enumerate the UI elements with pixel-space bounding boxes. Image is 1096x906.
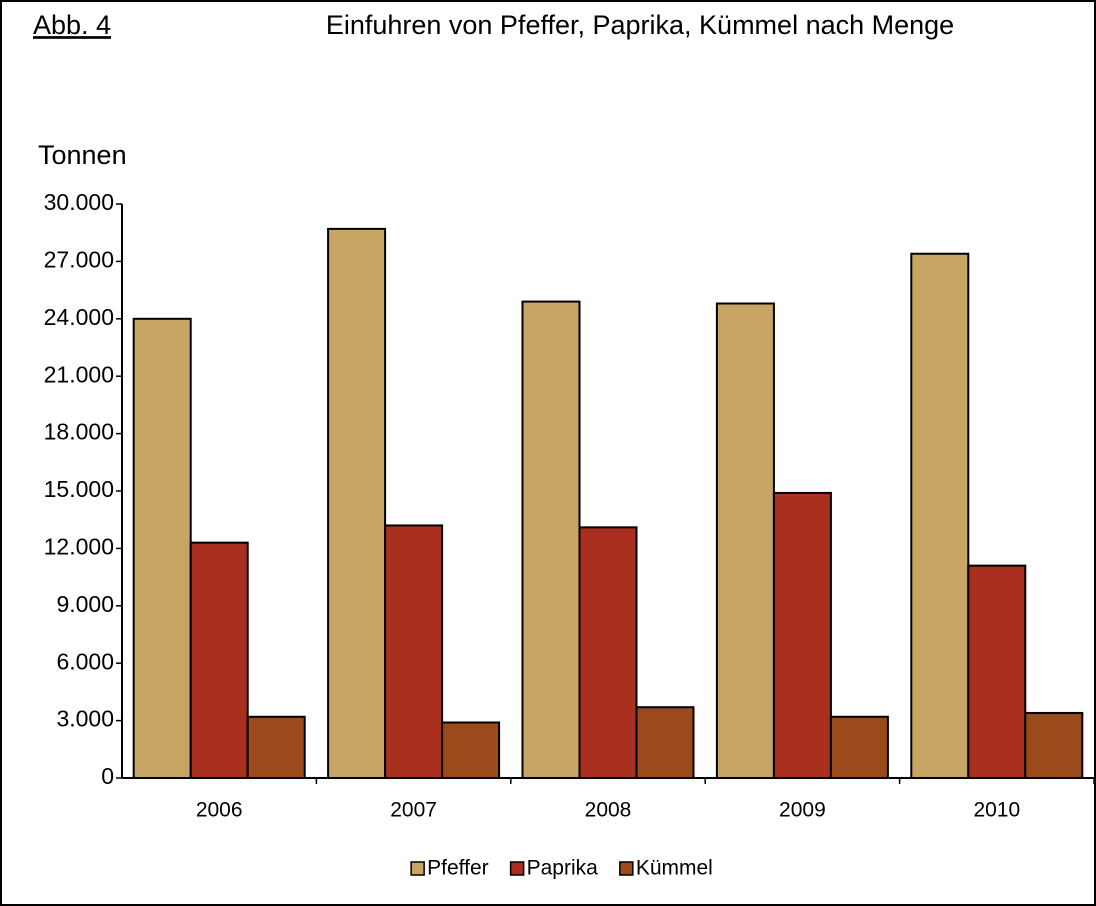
legend-swatch <box>410 861 425 876</box>
legend-label: Pfeffer <box>427 857 488 880</box>
bar <box>578 526 638 779</box>
legend-swatch <box>509 861 525 876</box>
legend-swatch <box>619 861 634 876</box>
bar <box>967 564 1027 779</box>
bar <box>132 317 192 779</box>
y-tick-label: 12.000 <box>44 533 114 559</box>
x-tick-label: 2008 <box>585 799 632 822</box>
bar <box>246 715 306 779</box>
bar <box>635 706 695 779</box>
bar <box>521 300 581 779</box>
bar <box>441 721 501 779</box>
bar <box>189 541 249 779</box>
y-tick-label: 15.000 <box>44 476 114 502</box>
y-tick-label: 27.000 <box>44 246 114 272</box>
bar <box>327 227 387 779</box>
y-tick-label: 3.000 <box>56 706 114 732</box>
bar <box>772 491 832 779</box>
x-tick-label: 2009 <box>779 799 826 822</box>
y-tick-label: 9.000 <box>56 591 114 617</box>
figure-label: Abb. 4 <box>33 10 111 40</box>
y-tick-label: 21.000 <box>44 361 114 387</box>
x-tick-label: 2006 <box>196 799 243 822</box>
y-tick-label: 24.000 <box>44 304 114 330</box>
legend-label: Paprika <box>527 857 599 880</box>
bar <box>1024 711 1084 779</box>
bar <box>829 715 889 779</box>
x-tick-label: 2007 <box>390 799 437 822</box>
x-tick-label: 2010 <box>973 799 1020 822</box>
bar <box>715 302 775 779</box>
bar <box>910 252 970 780</box>
y-tick-label: 6.000 <box>56 648 114 674</box>
bar <box>384 524 444 779</box>
y-tick-label: 0 <box>101 763 114 789</box>
chart-title: Einfuhren von Pfeffer, Paprika, Kümmel n… <box>326 10 954 40</box>
y-axis-label: Tonnen <box>38 140 127 170</box>
y-tick-label: 30.000 <box>44 189 114 215</box>
y-tick-label: 18.000 <box>44 419 114 445</box>
legend-label: Kümmel <box>636 857 713 880</box>
